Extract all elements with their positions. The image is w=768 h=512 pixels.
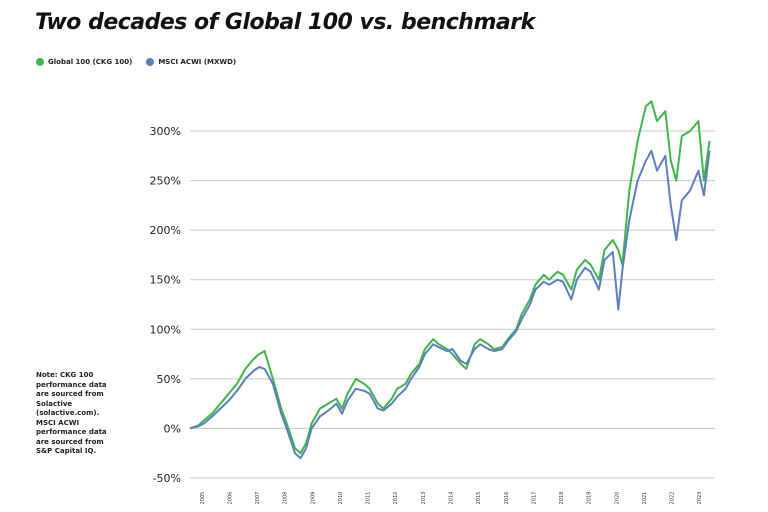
x-tick-label: 2019	[587, 492, 593, 505]
x-tick-label: 2022	[670, 492, 676, 505]
x-tick-label: 2023	[697, 492, 703, 505]
x-tick-label: 2014	[449, 492, 455, 505]
source-note: Note: CKG 100 performance data are sourc…	[36, 371, 107, 455]
y-tick-label: 200%	[150, 224, 181, 237]
x-tick-label: 2016	[504, 492, 510, 505]
x-tick-label: 2009	[310, 492, 316, 505]
y-tick-label: 250%	[150, 175, 181, 188]
legend-item-global-100: Global 100 (CKG 100)	[36, 58, 132, 66]
y-tick-label: 150%	[150, 274, 181, 287]
chart-title: Two decades of Global 100 vs. benchmark	[35, 10, 535, 35]
y-tick-label: 300%	[150, 125, 181, 138]
x-tick-label: 2005	[200, 492, 206, 505]
x-tick-label: 2017	[531, 492, 537, 505]
x-tick-label: 2007	[255, 492, 261, 505]
x-tick-label: 2011	[366, 492, 372, 505]
y-tick-label: 0%	[164, 422, 181, 435]
x-tick-label: 2020	[614, 492, 620, 505]
x-tick-label: 2021	[642, 492, 648, 505]
series-line-global-100	[189, 100, 711, 455]
y-tick-label: 100%	[150, 323, 181, 336]
legend-item-msci-acwi: MSCI ACWI (MXWD)	[146, 58, 236, 66]
chart-legend: Global 100 (CKG 100) MSCI ACWI (MXWD)	[36, 58, 236, 66]
x-tick-label: 2013	[421, 492, 427, 505]
y-tick-label: 50%	[157, 373, 181, 386]
x-tick-label: 2018	[559, 492, 565, 505]
legend-dot-global-100	[36, 58, 44, 66]
y-tick-label: -50%	[153, 472, 181, 485]
x-tick-label: 2012	[393, 492, 399, 505]
legend-label-msci-acwi: MSCI ACWI (MXWD)	[158, 58, 237, 66]
series-line-msci-acwi	[189, 149, 711, 460]
legend-label-global-100: Global 100 (CKG 100)	[48, 58, 133, 66]
x-tick-label: 2010	[338, 492, 344, 505]
x-tick-label: 2015	[476, 492, 482, 505]
legend-dot-msci-acwi	[146, 58, 155, 66]
x-tick-label: 2006	[227, 492, 233, 505]
x-tick-label: 2008	[283, 492, 289, 505]
